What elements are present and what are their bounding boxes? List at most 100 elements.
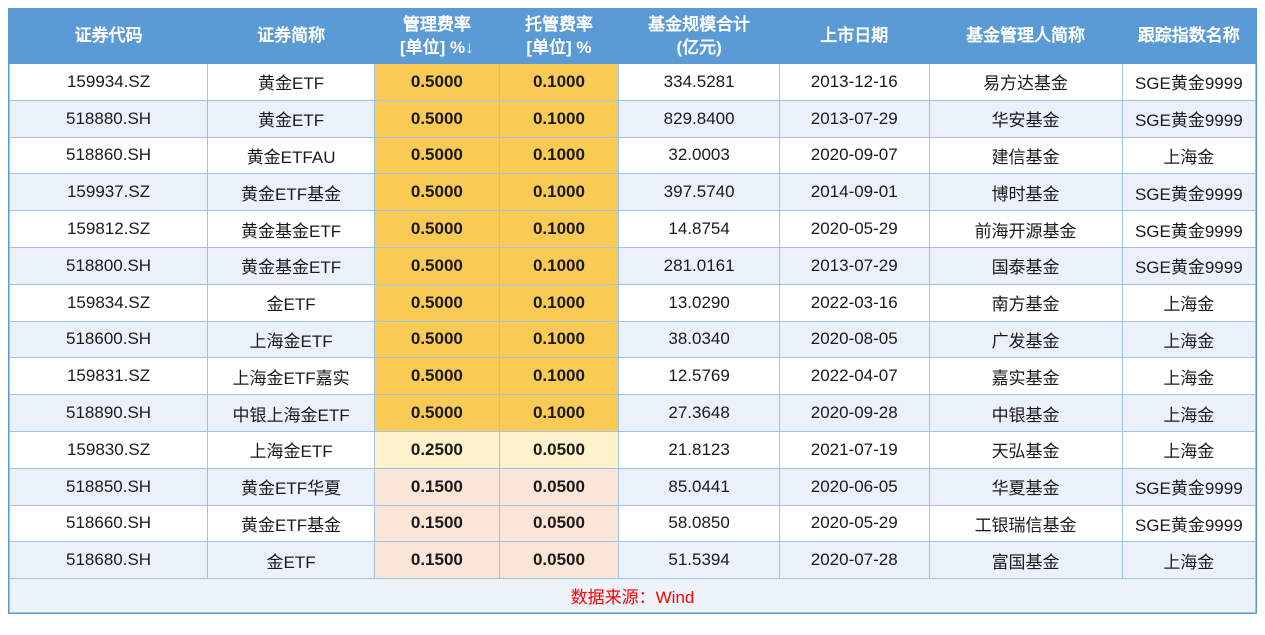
- cell-list-date: 2020-05-29: [778, 504, 930, 543]
- cell-name: 黄金ETF: [207, 99, 376, 138]
- cell-list-date: 2022-04-07: [778, 357, 930, 396]
- data-source-note: 数据来源：Wind: [9, 578, 1256, 614]
- table-row: 159830.SZ 上海金ETF 0.2500 0.0500 21.8123 2021-0…: [8, 430, 1257, 469]
- table-row: 159812.SZ 黄金基金ETF 0.5000 0.1000 14.8754 2020-…: [8, 210, 1257, 248]
- table-footer: 数据来源：Wind: [9, 578, 1256, 614]
- cell-index-name: 上海金: [1121, 320, 1257, 359]
- cell-mgmt-fee: 0.5000: [374, 320, 500, 359]
- cell-fund-size: 829.8400: [618, 99, 780, 138]
- cell-code: 159831.SZ: [8, 357, 209, 396]
- cell-cust-fee: 0.1000: [498, 63, 620, 101]
- cell-list-date: 2022-03-16: [778, 283, 930, 322]
- cell-mgmt-fee: 0.5000: [374, 136, 500, 175]
- cell-list-date: 2013-12-16: [778, 63, 930, 101]
- cell-mgmt-fee: 0.5000: [374, 173, 500, 212]
- cell-cust-fee: 0.1000: [498, 357, 620, 396]
- cell-cust-fee: 0.1000: [498, 246, 620, 285]
- cell-cust-fee: 0.1000: [498, 99, 620, 138]
- cell-fund-size: 27.3648: [618, 394, 780, 432]
- cell-list-date: 2020-09-28: [778, 394, 930, 432]
- cell-code: 159934.SZ: [8, 63, 209, 101]
- cell-cust-fee: 0.1000: [498, 320, 620, 359]
- cell-mgmt-fee: 0.2500: [374, 430, 500, 469]
- cell-cust-fee: 0.0500: [498, 504, 620, 543]
- table-body: 159934.SZ 黄金ETF 0.5000 0.1000 334.5281 2013-1…: [8, 63, 1257, 580]
- cell-mgmt-fee: 0.5000: [374, 246, 500, 285]
- cell-cust-fee: 0.1000: [498, 283, 620, 322]
- cell-fund-size: 14.8754: [618, 210, 780, 248]
- cell-manager: 广发基金: [928, 320, 1123, 359]
- table-row: 518660.SH 黄金ETF基金 0.1500 0.0500 58.0850 2020-…: [8, 504, 1257, 543]
- cell-list-date: 2013-07-29: [778, 99, 930, 138]
- cell-manager: 博时基金: [928, 173, 1123, 212]
- cell-mgmt-fee: 0.5000: [374, 63, 500, 101]
- cell-list-date: 2020-06-05: [778, 467, 930, 506]
- cell-cust-fee: 0.1000: [498, 136, 620, 175]
- cell-cust-fee: 0.1000: [498, 210, 620, 248]
- cell-index-name: SGE黄金9999: [1121, 246, 1257, 285]
- cell-fund-size: 32.0003: [618, 136, 780, 175]
- cell-code: 518880.SH: [8, 99, 209, 138]
- cell-manager: 嘉实基金: [928, 357, 1123, 396]
- cell-fund-size: 334.5281: [618, 63, 780, 101]
- cell-code: 518800.SH: [8, 246, 209, 285]
- cell-index-name: SGE黄金9999: [1121, 63, 1257, 101]
- column-header-code: 证券代码: [8, 9, 209, 64]
- table-row: 518880.SH 黄金ETF 0.5000 0.1000 829.8400 2013-0…: [8, 99, 1257, 138]
- cell-name: 黄金基金ETF: [207, 210, 376, 248]
- cell-manager: 华夏基金: [928, 467, 1123, 506]
- cell-manager: 中银基金: [928, 394, 1123, 432]
- cell-list-date: 2020-09-07: [778, 136, 930, 175]
- cell-list-date: 2021-07-19: [778, 430, 930, 469]
- cell-manager: 工银瑞信基金: [928, 504, 1123, 543]
- table-row: 518600.SH 上海金ETF 0.5000 0.1000 38.0340 2020-0…: [8, 320, 1257, 359]
- table-header: 证券代码 证券简称 管理费率 [单位] %↓ 托管费率 [单位] % 基金规模合计 (亿…: [8, 9, 1257, 64]
- column-header-mgmt-fee: 管理费率 [单位] %↓: [374, 9, 500, 64]
- table-row: 518800.SH 黄金基金ETF 0.5000 0.1000 281.0161 2013…: [8, 246, 1257, 285]
- table-row: 518860.SH 黄金ETFAU 0.5000 0.1000 32.0003 2020-…: [8, 136, 1257, 175]
- cell-fund-size: 281.0161: [618, 246, 780, 285]
- cell-fund-size: 38.0340: [618, 320, 780, 359]
- column-header-manager: 基金管理人简称: [928, 9, 1123, 64]
- cell-fund-size: 85.0441: [618, 467, 780, 506]
- cell-name: 黄金ETF基金: [207, 173, 376, 212]
- cell-manager: 华安基金: [928, 99, 1123, 138]
- footer-row: 数据来源：Wind: [9, 578, 1256, 614]
- column-header-fund-size: 基金规模合计 (亿元): [618, 9, 780, 64]
- cell-code: 159834.SZ: [8, 283, 209, 322]
- table-row: 518850.SH 黄金ETF华夏 0.1500 0.0500 85.0441 2020-…: [8, 467, 1257, 506]
- table-row: 159834.SZ 金ETF 0.5000 0.1000 13.0290 2022-03-…: [8, 283, 1257, 322]
- cell-mgmt-fee: 0.5000: [374, 283, 500, 322]
- table-row: 518890.SH 中银上海金ETF 0.5000 0.1000 27.3648 2020…: [8, 394, 1257, 432]
- cell-cust-fee: 0.0500: [498, 467, 620, 506]
- cell-index-name: 上海金: [1121, 541, 1257, 580]
- cell-mgmt-fee: 0.5000: [374, 394, 500, 432]
- cell-index-name: SGE黄金9999: [1121, 210, 1257, 248]
- etf-fee-table: 证券代码 证券简称 管理费率 [单位] %↓ 托管费率 [单位] % 基金规模合计 (亿…: [8, 9, 1257, 614]
- cell-manager: 国泰基金: [928, 246, 1123, 285]
- header-row: 证券代码 证券简称 管理费率 [单位] %↓ 托管费率 [单位] % 基金规模合计 (亿…: [8, 9, 1257, 64]
- cell-mgmt-fee: 0.5000: [374, 210, 500, 248]
- cell-manager: 建信基金: [928, 136, 1123, 175]
- cell-fund-size: 58.0850: [618, 504, 780, 543]
- cell-name: 上海金ETF: [207, 430, 376, 469]
- cell-fund-size: 12.5769: [618, 357, 780, 396]
- cell-list-date: 2020-08-05: [778, 320, 930, 359]
- cell-cust-fee: 0.0500: [498, 430, 620, 469]
- column-header-index-name: 跟踪指数名称: [1121, 9, 1257, 64]
- cell-list-date: 2014-09-01: [778, 173, 930, 212]
- cell-manager: 天弘基金: [928, 430, 1123, 469]
- column-header-list-date: 上市日期: [778, 9, 930, 64]
- cell-name: 金ETF: [207, 541, 376, 580]
- cell-name: 黄金基金ETF: [207, 246, 376, 285]
- cell-index-name: 上海金: [1121, 357, 1257, 396]
- cell-name: 黄金ETFAU: [207, 136, 376, 175]
- cell-cust-fee: 0.1000: [498, 173, 620, 212]
- cell-index-name: SGE黄金9999: [1121, 173, 1257, 212]
- cell-code: 159937.SZ: [8, 173, 209, 212]
- cell-fund-size: 51.5394: [618, 541, 780, 580]
- cell-index-name: 上海金: [1121, 430, 1257, 469]
- table-row: 159937.SZ 黄金ETF基金 0.5000 0.1000 397.5740 2014…: [8, 173, 1257, 212]
- cell-index-name: SGE黄金9999: [1121, 467, 1257, 506]
- cell-cust-fee: 0.1000: [498, 394, 620, 432]
